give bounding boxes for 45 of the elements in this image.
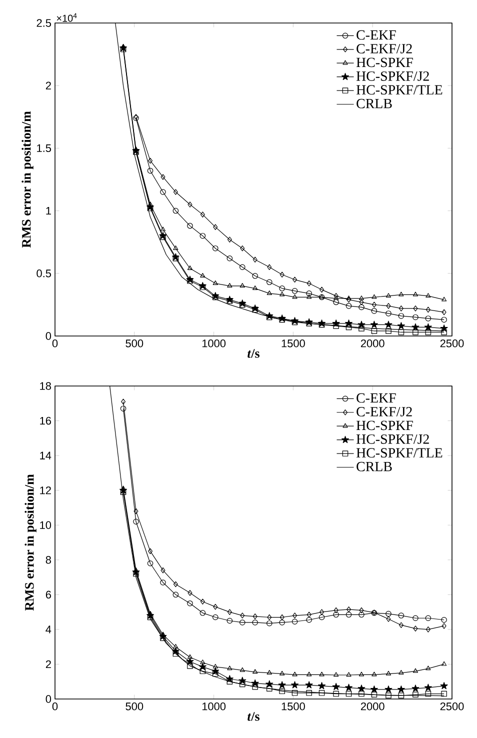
legend-label: HC-SPKF/J2	[356, 434, 429, 444]
y-axis-title: RMS error in position/m	[24, 474, 36, 611]
y-tick-label: 0	[46, 332, 52, 340]
x-tick-label: 500	[126, 340, 144, 348]
legend-label: C-EKF	[356, 393, 396, 403]
y-tick-label: 16	[40, 416, 51, 425]
x-tick-label: 2500	[440, 340, 464, 348]
y-tick-label: 8	[46, 556, 51, 564]
legend-label: C-EKF/J2	[356, 407, 412, 416]
x-tick-label: 1000	[202, 340, 226, 348]
y-tick-label: 2	[46, 660, 51, 668]
legend-label: HC-SPKF/TLE	[356, 448, 442, 458]
x-axis-title: t/s	[248, 712, 260, 721]
y-tick-label: 2	[46, 82, 51, 90]
y-tick-label: 2.5	[36, 19, 52, 27]
y-tick-label: 0.5	[36, 270, 52, 278]
x-axis-title: t/s	[248, 349, 260, 358]
x-tick-label: 2000	[360, 702, 384, 710]
y-axis-title: RMS error in position/m	[22, 111, 34, 248]
legend-label: HC-SPKF	[356, 58, 413, 68]
y-tick-label: 1.5	[37, 144, 52, 152]
y-tick-label: 14	[40, 452, 52, 460]
y-tick-label: 0	[46, 695, 52, 703]
y-tick-label: 4	[46, 626, 52, 634]
legend-label: HC-SPKF/TLE	[356, 85, 442, 95]
y-tick-label: 6	[46, 590, 51, 599]
x-tick-label: 1500	[282, 340, 305, 348]
x-tick-label: 0	[52, 340, 58, 348]
legend-label: C-EKF	[356, 30, 396, 40]
legend-label: HC-SPKF	[356, 420, 413, 430]
x-tick-label: 500	[126, 702, 144, 710]
legend-label: CRLB	[356, 462, 392, 472]
y-tick-label: 10	[40, 521, 52, 529]
legend-label: HC-SPKF/J2	[356, 71, 429, 81]
y-tick-label: 1	[46, 207, 51, 215]
y-tick-label: 12	[40, 486, 51, 494]
x-tick-label: 0	[52, 702, 58, 710]
x-tick-label: 2000	[360, 340, 384, 348]
x-tick-label: 1000	[202, 702, 226, 710]
legend-label: CRLB	[356, 98, 392, 108]
legend-label: C-EKF/J2	[356, 44, 412, 54]
x-tick-label: 2500	[440, 702, 464, 710]
text: ×10$^{4}$	[56, 13, 77, 22]
x-tick-label: 1500	[282, 702, 305, 710]
y-tick-label: 18	[40, 382, 51, 390]
